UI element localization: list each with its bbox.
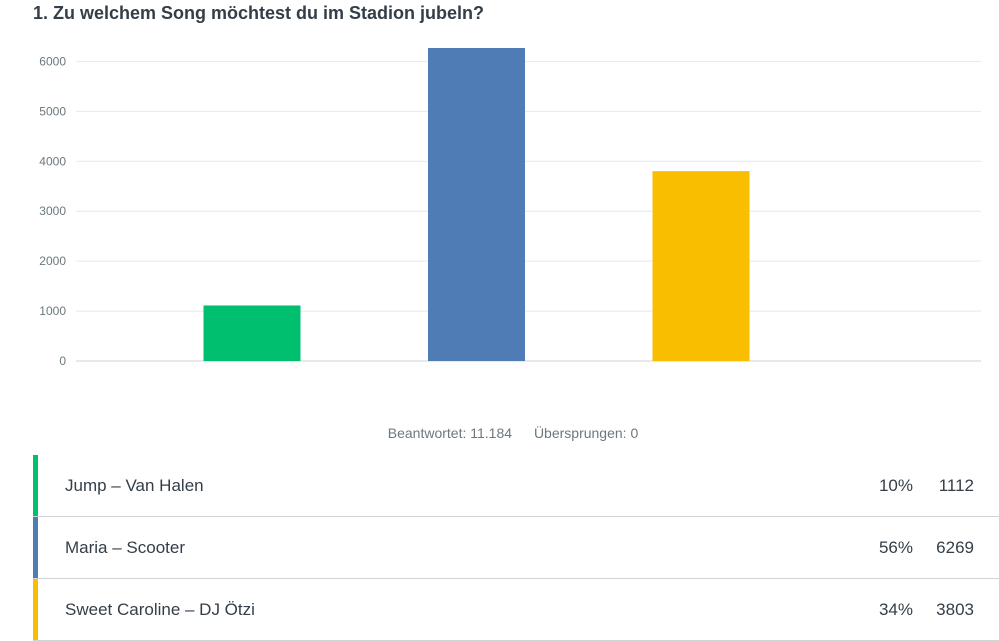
answer-percent: 10%: [878, 475, 913, 495]
answer-row: Sweet Caroline – DJ Ötzi 34% 3803: [33, 579, 999, 641]
answer-count: 3803: [936, 599, 974, 619]
y-tick-label: 1000: [39, 304, 66, 318]
answered-count: Beantwortet: 11.184: [387, 425, 513, 441]
answer-color-swatch: [33, 579, 38, 640]
answer-label: Maria – Scooter: [65, 537, 185, 557]
y-tick-label: 6000: [39, 54, 66, 68]
answer-color-swatch: [33, 517, 38, 578]
answer-count: 6269: [936, 537, 974, 557]
y-tick-label: 4000: [39, 154, 66, 168]
answer-percent: 34%: [878, 599, 913, 619]
skipped-count: Übersprungen: 0: [533, 425, 639, 441]
y-tick-label: 2000: [39, 254, 66, 268]
bar-2[interactable]: [428, 48, 525, 361]
answer-count: 1112: [938, 475, 974, 495]
response-stats: Beantwortet: 11.184 Übersprungen: 0: [0, 425, 999, 441]
answer-table: Jump – Van Halen 10% 1112 Maria – Scoote…: [33, 455, 999, 641]
answer-percent: 56%: [878, 537, 913, 557]
answer-label: Jump – Van Halen: [65, 475, 204, 495]
answer-row: Maria – Scooter 56% 6269: [33, 517, 999, 579]
y-tick-label: 0: [59, 354, 66, 368]
y-tick-label: 5000: [39, 104, 66, 118]
bar-3[interactable]: [652, 171, 750, 361]
bar-chart: 0 1000 2000 3000 4000 5000 6000: [39, 48, 981, 368]
answer-label: Sweet Caroline – DJ Ötzi: [65, 599, 255, 619]
answer-row: Jump – Van Halen 10% 1112: [33, 455, 999, 517]
y-tick-label: 3000: [39, 204, 66, 218]
question-title: 1. Zu welchem Song möchtest du im Stadio…: [33, 3, 485, 23]
bar-1[interactable]: [203, 305, 301, 361]
answer-color-swatch: [33, 455, 38, 516]
